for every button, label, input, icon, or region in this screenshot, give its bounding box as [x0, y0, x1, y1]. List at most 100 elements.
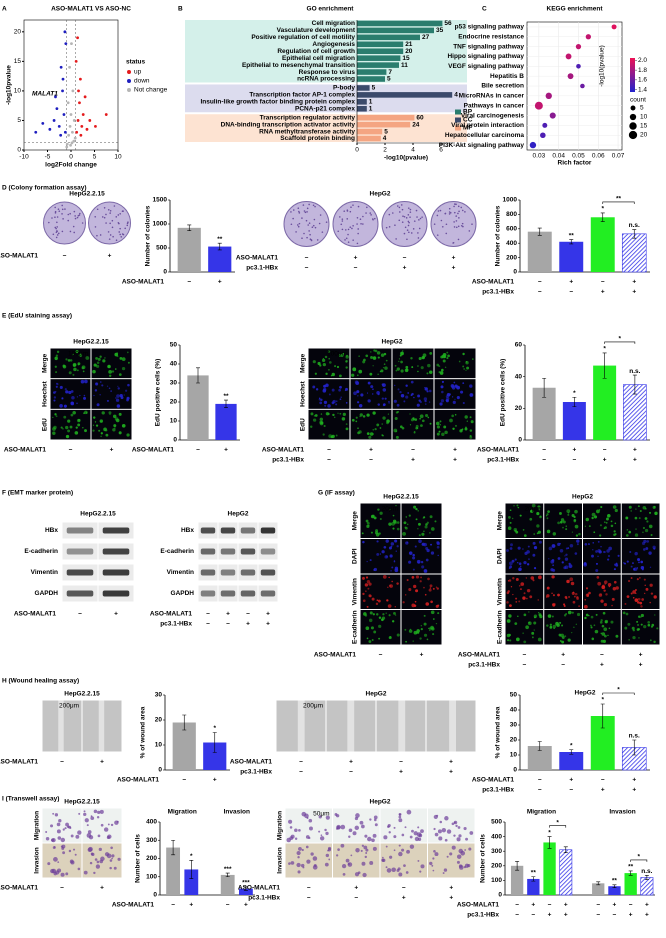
cell-signal: [371, 639, 374, 641]
cell-signal: [118, 373, 122, 376]
stained-cell: [54, 813, 59, 817]
bar: [166, 847, 181, 895]
condition-sign: +: [645, 912, 649, 919]
bar: [177, 227, 201, 272]
bar: [357, 20, 443, 27]
error-bar: [182, 714, 187, 731]
cell-signal: [421, 543, 425, 546]
stained-cell: [442, 872, 445, 875]
cell-signal: [551, 615, 554, 618]
colony: [305, 219, 308, 222]
stained-cell: [78, 812, 81, 815]
cell-signal: [390, 542, 395, 546]
cell-signal: [627, 622, 631, 626]
cell-signal: [373, 567, 378, 572]
stained-cell: [455, 824, 458, 828]
wound-gap: [398, 700, 406, 752]
colony: [365, 212, 367, 214]
cell-signal: [428, 627, 432, 630]
point: [72, 119, 76, 122]
cell-signal: [377, 373, 379, 375]
cell-signal: [612, 505, 617, 509]
cell-signal: [310, 412, 314, 416]
cell-signal: [377, 403, 381, 406]
cell-signal: [396, 545, 399, 548]
y-tick-label: 200: [491, 863, 502, 870]
cell-signal: [515, 597, 518, 600]
error-bar: [189, 860, 194, 879]
stained-cell: [47, 862, 51, 866]
blot-band: [260, 569, 276, 576]
cell-signal: [439, 420, 442, 423]
cell-signal: [536, 532, 539, 535]
cell-signal: [531, 631, 535, 635]
cell-signal: [83, 412, 86, 415]
cell-signal: [517, 506, 520, 509]
colony: [388, 213, 391, 216]
y-tick-label: 0: [153, 892, 157, 899]
stained-cell: [340, 843, 345, 848]
cell-signal: [419, 580, 422, 583]
x-tick-label: 10: [114, 154, 122, 161]
cell-signal: [650, 533, 653, 536]
cell-signal: [608, 546, 613, 551]
cell-signal: [374, 531, 379, 535]
cell-signal: [526, 597, 528, 600]
cell-signal: [547, 510, 550, 513]
cell-signal: [465, 361, 468, 363]
stained-cell: [456, 837, 461, 842]
cell-signal: [412, 417, 415, 420]
bar: [510, 865, 524, 895]
image-title: HepG2: [228, 511, 249, 518]
bar: [357, 34, 420, 41]
stained-cell: [110, 823, 114, 827]
cell-signal: [425, 413, 429, 418]
cell-signal: [423, 530, 425, 533]
x-tick-label: 0.05: [572, 153, 585, 160]
colony: [61, 208, 64, 211]
stained-cell: [429, 861, 433, 866]
cell-signal: [85, 412, 88, 414]
cell-signal: [567, 610, 572, 615]
cell-signal: [336, 365, 340, 369]
y-tick-label: 0: [17, 147, 21, 154]
condition-sign: −: [354, 265, 358, 272]
condition-sign: −: [572, 457, 576, 464]
cell-signal: [442, 359, 446, 363]
colony: [341, 228, 344, 231]
condition-name: ASO-MALAT1: [117, 777, 160, 784]
colony: [306, 236, 308, 239]
cell-signal: [605, 521, 608, 524]
condition-name: ASO-MALAT1: [150, 611, 193, 618]
stained-cell: [393, 835, 397, 839]
stained-cell: [362, 872, 367, 878]
cell-signal: [564, 595, 568, 599]
condition-name: pc3.1-HBx: [272, 457, 304, 464]
cell-signal: [64, 388, 67, 391]
cell-signal: [574, 524, 579, 529]
colony: [58, 210, 61, 212]
cell-signal: [368, 582, 372, 586]
cell-signal: [436, 421, 440, 426]
stained-cell: [432, 869, 435, 872]
y-tick-label: 20: [155, 717, 163, 724]
cell-signal: [420, 424, 423, 427]
cell-signal: [567, 513, 570, 516]
colony: [455, 220, 458, 222]
cell-signal: [424, 593, 427, 596]
cell-signal: [368, 435, 372, 439]
y-axis-label: EdU positive cells (%): [155, 359, 162, 427]
cell-signal: [506, 639, 510, 642]
cell-signal: [637, 597, 641, 601]
point: [68, 124, 72, 128]
cell-signal: [56, 383, 59, 386]
cell-signal: [601, 624, 605, 628]
cell-signal: [436, 541, 440, 545]
bar: [357, 27, 434, 34]
bar: [590, 716, 615, 770]
cell-signal: [561, 624, 564, 627]
condition-sign: +: [629, 912, 633, 919]
cell-signal: [462, 365, 465, 368]
cell-signal: [641, 598, 644, 601]
cell-signal: [565, 553, 568, 556]
